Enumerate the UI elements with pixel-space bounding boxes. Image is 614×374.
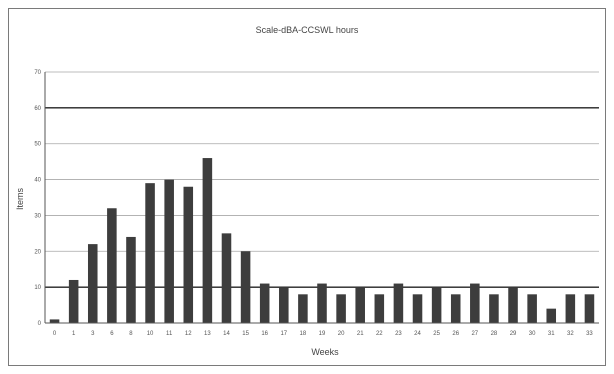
bar	[489, 294, 499, 323]
x-tick-label: 27	[471, 331, 478, 337]
bar	[87, 244, 98, 323]
y-tick-label: 60	[34, 106, 41, 112]
x-tick-label: 10	[147, 331, 154, 337]
chart-title: Scale-dBA-CCSWL hours	[256, 25, 359, 35]
x-tick-label: 25	[433, 331, 440, 337]
bar	[450, 294, 461, 323]
x-tick-label: 20	[338, 331, 345, 337]
bar	[412, 294, 423, 323]
y-tick-label: 50	[34, 142, 41, 148]
bar	[298, 294, 308, 323]
bar	[546, 308, 557, 323]
chart-frame: Scale-dBA-CCSWL hours Items Weeks 0 10 20 3…	[8, 8, 606, 366]
bar	[240, 251, 251, 323]
bar	[584, 294, 595, 323]
x-tick-label: 0	[53, 331, 57, 337]
bar	[221, 233, 232, 323]
bar-chart: Scale-dBA-CCSWL hours Items Weeks 010203…	[15, 25, 599, 357]
x-tick-label: 14	[223, 331, 230, 337]
x-tick-label: 8	[129, 331, 133, 337]
bar	[374, 294, 385, 323]
x-tick-label: 33	[586, 331, 593, 337]
y-tick-label: 40	[34, 178, 41, 184]
bar	[68, 279, 79, 323]
x-tick-label: 22	[376, 331, 383, 337]
x-tick-label: 26	[452, 331, 459, 337]
bar	[317, 283, 327, 323]
bar	[145, 183, 155, 323]
x-tick-label: 6	[110, 331, 114, 337]
x-tick-label: 30	[529, 331, 536, 337]
x-tick-label: 15	[242, 331, 249, 337]
x-tick-label: 29	[510, 331, 517, 337]
bar	[470, 283, 480, 323]
bar	[527, 294, 537, 323]
bar	[393, 283, 404, 323]
x-tick-label: 16	[261, 331, 268, 337]
x-tick-label: 32	[567, 331, 574, 337]
x-tick-label: 23	[395, 331, 402, 337]
x-tick-label: 12	[185, 331, 192, 337]
y-tick-label: 0	[38, 321, 42, 327]
bar	[164, 179, 174, 323]
x-tick-label: 31	[548, 331, 555, 337]
bar	[508, 287, 518, 323]
bar	[431, 287, 442, 323]
bar	[259, 283, 270, 323]
bar	[183, 186, 194, 323]
x-tick-labels: 0 1 3 6 8 10 11 12 13 14 15 16 17 18 19 20 21 22 23 24 25 26 2…	[53, 331, 594, 337]
y-tick-label: 10	[34, 285, 41, 291]
y-tick-label: 70	[34, 70, 41, 76]
x-tick-label: 18	[300, 331, 307, 337]
x-tick-label: 19	[319, 331, 326, 337]
x-axis-label: Weeks	[311, 347, 339, 357]
x-tick-label: 13	[204, 331, 211, 337]
bar	[126, 236, 136, 323]
x-tick-label: 11	[166, 331, 173, 337]
bar	[336, 294, 346, 323]
bar	[355, 287, 365, 323]
bar	[202, 158, 213, 323]
y-axis-label: Items	[15, 188, 25, 211]
x-tick-label: 28	[491, 331, 498, 337]
bar	[565, 294, 576, 323]
x-tick-label: 24	[414, 331, 421, 337]
y-tick-labels: 0 10 20 30 40 50 60 70	[34, 70, 41, 327]
x-tick-label: 21	[357, 331, 364, 337]
bar	[279, 287, 289, 323]
y-tick-label: 20	[34, 249, 41, 255]
y-tick-label: 30	[34, 213, 41, 219]
bar	[107, 208, 117, 323]
x-tick-label: 1	[72, 331, 76, 337]
gridlines	[45, 71, 599, 288]
bar	[49, 319, 60, 323]
x-tick-label: 3	[91, 331, 95, 337]
bars	[49, 158, 595, 323]
x-tick-label: 17	[280, 331, 287, 337]
